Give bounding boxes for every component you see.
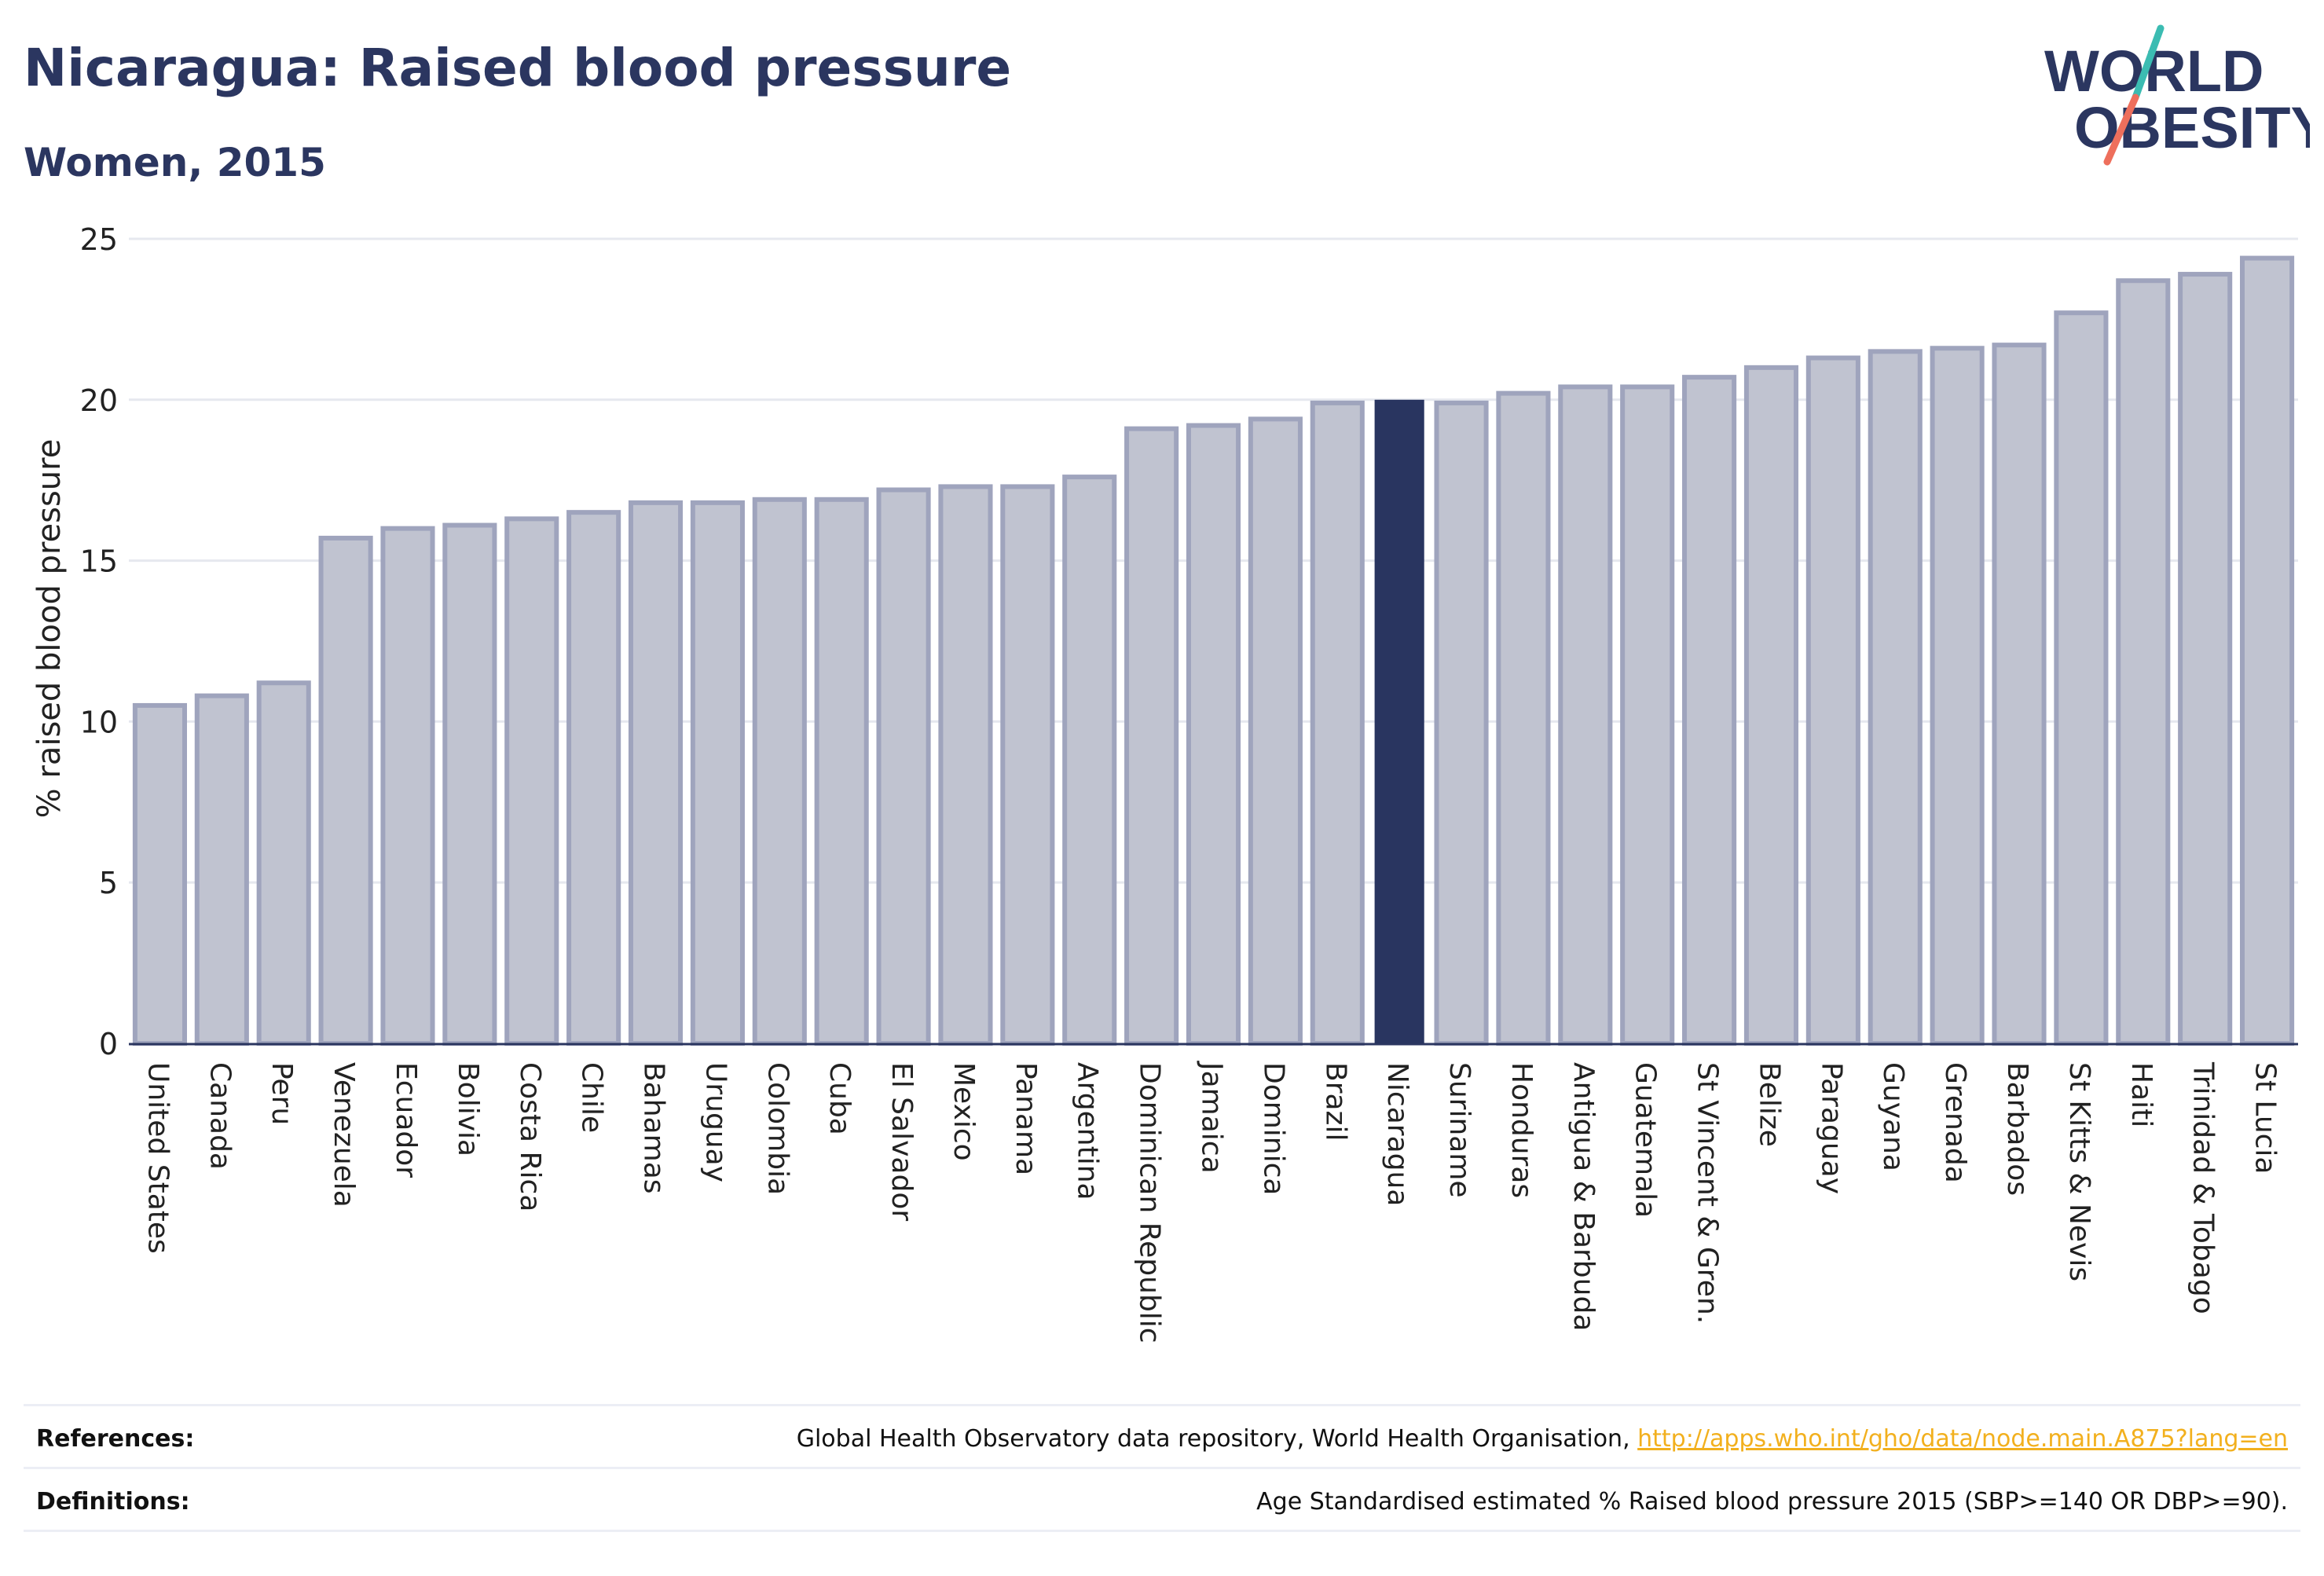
x-tick-label: Ecuador: [390, 1062, 422, 1178]
x-tick-label: Uruguay: [699, 1062, 731, 1182]
definitions-text: Age Standardised estimated % Raised bloo…: [1256, 1488, 2288, 1516]
x-tick-label: Guatemala: [1629, 1062, 1662, 1218]
y-axis-title: % raised blood pressure: [31, 439, 68, 819]
x-tick-label: Brazil: [1319, 1062, 1351, 1141]
x-tick-label: Dominica: [1257, 1062, 1289, 1196]
x-tick-label: El Salvador: [885, 1062, 918, 1221]
x-tick-label: Grenada: [1939, 1062, 1971, 1183]
references-text-row: Global Health Observatory data repositor…: [797, 1425, 2288, 1453]
bar: [1062, 475, 1117, 1046]
x-tick-label: Suriname: [1443, 1062, 1475, 1198]
x-tick-label: Barbados: [2001, 1062, 2033, 1196]
bar: [2054, 310, 2109, 1046]
bar: [1930, 346, 1985, 1046]
chart-title: Nicaragua: Raised blood pressure: [24, 38, 1012, 98]
footer-rule-top: [24, 1404, 2300, 1406]
footer-rule-middle: [24, 1467, 2300, 1469]
y-tick-label: 15: [80, 544, 118, 579]
bar: [2116, 278, 2171, 1046]
x-tick-label: Paraguay: [1815, 1062, 1847, 1194]
bar: [1310, 400, 1365, 1046]
x-tick-label: Argentina: [1072, 1062, 1104, 1200]
x-tick-label: Belize: [1753, 1062, 1785, 1147]
bar: [1868, 349, 1923, 1046]
y-tick-label: 0: [99, 1027, 118, 1061]
bar: [132, 702, 187, 1046]
bar: [504, 516, 559, 1046]
x-tick-label: Canada: [203, 1062, 236, 1170]
logo-slash-coral: [2103, 93, 2139, 166]
y-axis-ticks: 0 5 10 15 20 25: [80, 222, 118, 1061]
bar: [1000, 484, 1055, 1046]
bar: [442, 522, 497, 1046]
bar: [318, 535, 373, 1046]
x-tick-label: Guyana: [1877, 1062, 1909, 1171]
x-tick-label: Nicaragua: [1381, 1062, 1413, 1206]
x-tick-label: St Lucia: [2249, 1062, 2282, 1175]
y-tick-label: 20: [80, 383, 118, 418]
x-tick-label: Colombia: [761, 1062, 794, 1195]
x-tick-label: Honduras: [1505, 1062, 1538, 1198]
x-tick-label: Chile: [576, 1062, 608, 1133]
x-tick-label: Cuba: [823, 1062, 856, 1135]
bar: [1248, 416, 1303, 1046]
x-tick-label: United States: [141, 1062, 174, 1254]
x-tick-label: Costa Rica: [514, 1062, 546, 1211]
y-tick-label: 5: [99, 866, 118, 900]
x-tick-label: Panama: [1010, 1062, 1042, 1175]
x-tick-label: St Vincent & Gren.: [1692, 1062, 1724, 1324]
chart-subtitle: Women, 2015: [24, 140, 326, 185]
bar: [752, 497, 807, 1046]
bar: [690, 500, 745, 1046]
world-obesity-logo: WORLD OBESITY: [2044, 24, 2310, 166]
bar: [256, 680, 311, 1046]
x-tick-label: Haiti: [2125, 1062, 2157, 1127]
x-tick-label: St Kitts & Nevis: [2063, 1062, 2095, 1281]
bar: [380, 526, 435, 1046]
y-tick-label: 10: [80, 705, 118, 739]
bar: [1743, 365, 1799, 1046]
bar: [938, 484, 993, 1046]
bar: [1186, 423, 1241, 1046]
bar: [1992, 343, 2047, 1046]
bar: [1805, 355, 1860, 1046]
x-tick-label: Antigua & Barbuda: [1567, 1062, 1600, 1331]
bar: [1434, 400, 1489, 1046]
references-link[interactable]: http://apps.who.int/gho/data/node.main.A…: [1637, 1425, 2288, 1453]
bar: [2240, 255, 2295, 1046]
x-tick-label: Jamaica: [1196, 1061, 1228, 1174]
y-tick-label: 25: [80, 222, 118, 257]
x-tick-label: Bahamas: [638, 1062, 670, 1194]
bar: [1124, 426, 1179, 1046]
x-tick-label: Peru: [266, 1062, 298, 1125]
bar: [2178, 272, 2233, 1046]
bar: [1496, 390, 1551, 1046]
x-tick-label: Mexico: [948, 1062, 980, 1161]
bar: [876, 487, 931, 1046]
logo-slash-teal: [2132, 24, 2165, 101]
x-tick-label: Dominican Republic: [1134, 1062, 1166, 1343]
references-text: Global Health Observatory data repositor…: [796, 1425, 1638, 1453]
bar: [1620, 384, 1675, 1046]
bar: [194, 693, 249, 1046]
bar: [1682, 375, 1737, 1046]
footer-rule-bottom: [24, 1530, 2300, 1532]
x-tick-label: Trinidad & Tobago: [2187, 1061, 2220, 1314]
bar: [628, 500, 684, 1046]
bar: [1558, 384, 1613, 1046]
bar: [814, 497, 869, 1046]
definitions-label: Definitions:: [36, 1488, 190, 1516]
x-tick-label: Bolivia: [452, 1062, 484, 1156]
references-label: References:: [36, 1425, 195, 1453]
bar-highlight: [1374, 399, 1424, 1043]
x-axis-labels: United States Canada Peru Venezuela Ecuador B…: [141, 1061, 2281, 1343]
x-tick-label: Venezuela: [328, 1062, 360, 1208]
bar-chart: 0 5 10 15 20 25 United States Canada Peru Venezu…: [31, 222, 2298, 1343]
bars: [132, 255, 2295, 1046]
bar: [566, 510, 621, 1046]
